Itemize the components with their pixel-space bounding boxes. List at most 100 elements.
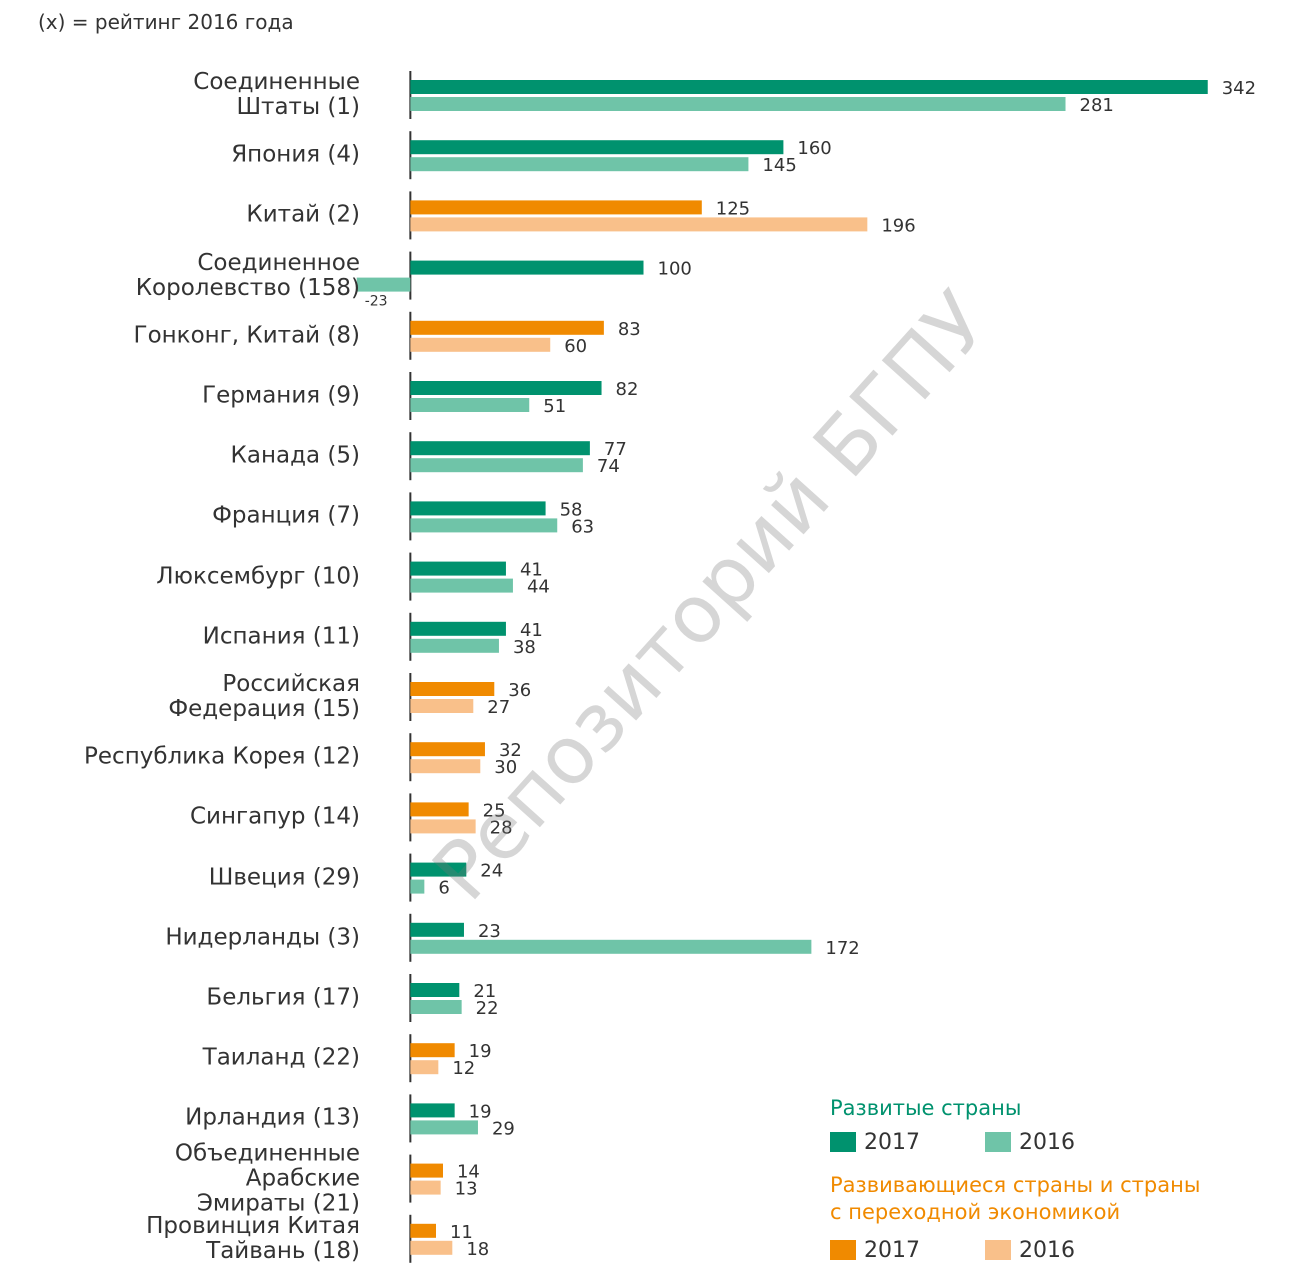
category-label: Бельгия (17) [206,984,360,1011]
value-label: 51 [543,396,566,417]
value-label: 281 [1080,95,1114,116]
category-label: Испания (11) [202,623,360,650]
value-label: 83 [618,319,641,340]
value-label: 32 [499,740,522,761]
bar [410,802,469,817]
value-label: 82 [616,379,639,400]
legend-swatch [985,1240,1011,1260]
value-label: 36 [508,680,531,701]
value-label: 11 [450,1222,473,1243]
value-label: 29 [492,1118,515,1139]
bar [410,819,476,834]
bar [410,1240,453,1255]
legend-item: 2016 [985,1238,1075,1263]
bar [410,621,506,636]
bar [410,140,784,155]
category-label: Нидерланды (3) [165,924,360,951]
category-label: Швеция (29) [208,864,360,891]
bar [410,879,425,894]
value-label: 23 [478,921,501,942]
category-label: Германия (9) [202,382,360,409]
category-label: Япония (4) [231,141,360,168]
bar [410,939,812,954]
value-label: 125 [716,198,750,219]
value-label: 27 [487,697,510,718]
value-label: 77 [604,439,627,460]
bar [410,578,513,593]
category-label: Сингапур (14) [190,803,360,830]
legend-item: 2017 [830,1238,920,1263]
legend-label: 2017 [864,1130,920,1155]
category-label: Российская Федерация (15) [168,671,360,722]
value-label: 41 [520,620,543,641]
bar [410,260,644,275]
value-label: 44 [527,577,550,598]
value-label: 18 [466,1239,489,1260]
bar [410,381,602,395]
legend-swatch [830,1132,856,1152]
bar [410,1163,443,1178]
value-label: 12 [452,1058,475,1079]
value-label: 25 [483,800,506,821]
value-label: 22 [476,998,499,1019]
value-label: 60 [564,336,587,357]
value-label: 30 [494,757,517,778]
bar [410,561,506,576]
value-label: -23 [365,294,388,310]
value-label: 342 [1222,78,1256,99]
bar [410,1000,462,1014]
bar [410,398,530,412]
value-label: 100 [658,259,692,280]
category-label: Соединенное Королевство (158) [135,249,360,301]
bar [410,682,495,696]
legend-item: 2017 [830,1130,920,1155]
value-label: 14 [457,1162,480,1183]
value-label: 172 [825,938,859,959]
category-label: Республика Корея (12) [84,743,360,770]
legend-title: Развитые страны [830,1096,1022,1120]
value-label: 74 [597,456,620,477]
category-label: Франция (7) [212,502,360,529]
legend-label: 2016 [1019,1238,1075,1263]
value-label: 6 [438,878,449,899]
value-label: 63 [571,516,594,537]
bar [410,200,702,215]
category-label: Гонконг, Китай (8) [133,322,360,349]
bar [356,277,411,292]
category-label: Объединенные Арабские Эмираты (21) [174,1140,360,1217]
bar [410,441,590,456]
bar [410,217,868,232]
value-label: 19 [469,1041,492,1062]
bar [410,983,460,997]
legend-label: 2017 [864,1238,920,1263]
bar [410,157,749,172]
bar [410,1103,455,1118]
value-label: 38 [513,637,536,658]
legend-label: 2016 [1019,1130,1075,1155]
bar [410,1043,455,1058]
value-label: 58 [560,499,583,520]
bar [410,1180,441,1195]
bar [410,320,604,335]
bar [410,501,546,516]
bar [410,638,499,653]
value-label: 28 [490,817,513,838]
bar [410,1120,478,1135]
bar [410,97,1066,111]
bar [410,699,474,713]
legend-title: Развивающиеся страны и страны с переходн… [830,1173,1201,1224]
bar [410,759,481,774]
value-label: 21 [473,981,496,1002]
bar [410,862,467,877]
bar [410,518,558,533]
legend-swatch [830,1240,856,1260]
value-label: 13 [455,1179,478,1200]
bar [410,458,583,473]
note: (x) = рейтинг 2016 года [38,10,294,34]
category-label: Таиланд (22) [202,1044,360,1071]
watermark: Репозиторий БГПУ [415,275,1007,918]
bar [410,742,485,757]
value-label: 24 [480,861,503,882]
